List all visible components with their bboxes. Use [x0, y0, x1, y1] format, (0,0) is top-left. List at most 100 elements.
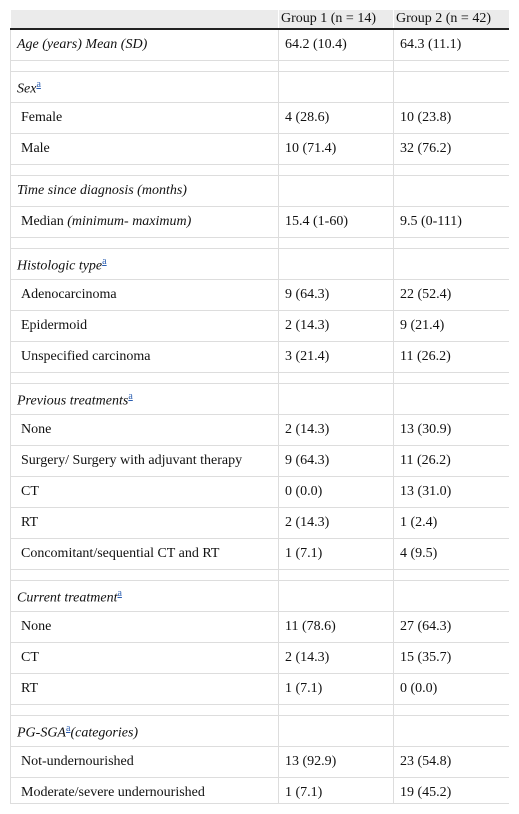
- spacer-cell: [278, 704, 394, 716]
- table-container: Group 1 (n = 14) Group 2 (n = 42) Age (ye…: [10, 10, 509, 804]
- section-title: PG-SGA: [17, 725, 66, 741]
- footnote-link[interactable]: a: [128, 390, 133, 402]
- data-row: Epidermoid 2 (14.3) 9 (21.4): [10, 310, 509, 342]
- row-label: Not-undernourished: [21, 754, 134, 769]
- value-cell: [393, 383, 509, 415]
- spacer-row: [10, 704, 509, 716]
- value-cell: 2 (14.3): [278, 507, 394, 539]
- value-cell: 10 (71.4): [278, 133, 394, 165]
- row-label: Female: [21, 110, 63, 125]
- value-cell: 11 (26.2): [393, 341, 509, 373]
- value-cell: 9.5 (0-111): [393, 206, 509, 238]
- value-cell: 13 (92.9): [278, 746, 394, 778]
- label-cell: CT: [10, 642, 279, 674]
- spacer-cell: [10, 569, 279, 581]
- row-label: Concomitant/sequential CT and RT: [21, 546, 220, 561]
- section-title-suffix: (categories): [70, 725, 139, 741]
- row-label: None: [21, 422, 52, 437]
- spacer-cell: [10, 164, 279, 176]
- label-cell: Surgery/ Surgery with adjuvant therapy: [10, 445, 279, 477]
- footnote-marker: a: [36, 77, 40, 90]
- header-row: Group 1 (n = 14) Group 2 (n = 42): [10, 10, 509, 30]
- section-title-cell: Current treatmenta: [10, 580, 279, 612]
- value-cell: [393, 175, 509, 207]
- data-row: Moderate/severe undernourished 1 (7.1) 19 …: [10, 777, 509, 803]
- footnote-marker: a: [66, 721, 70, 734]
- value-cell: 22 (52.4): [393, 279, 509, 311]
- value-cell: 27 (64.3): [393, 611, 509, 643]
- label-cell: Concomitant/sequential CT and RT: [10, 538, 279, 570]
- section-row: Age (years) Mean (SD) 64.2 (10.4) 64.3 (11…: [10, 28, 509, 61]
- row-label: CT: [21, 650, 39, 665]
- row-label: CT: [21, 484, 39, 499]
- section-title-cell: Histologic typea: [10, 248, 279, 280]
- spacer-cell: [10, 704, 279, 716]
- footnote-link[interactable]: a: [102, 255, 107, 267]
- label-cell: None: [10, 414, 279, 446]
- spacer-cell: [278, 237, 394, 249]
- data-row: Male 10 (71.4) 32 (76.2): [10, 133, 509, 165]
- section-title: Current treatment: [17, 590, 118, 606]
- label-cell: CT: [10, 476, 279, 508]
- value-cell: 64.2 (10.4): [278, 28, 394, 61]
- data-row: Female 4 (28.6) 10 (23.8): [10, 102, 509, 134]
- label-cell: RT: [10, 507, 279, 539]
- row-label: Surgery/ Surgery with adjuvant therapy: [21, 453, 243, 468]
- value-cell: [278, 580, 394, 612]
- section-title-cell: Sexa: [10, 71, 279, 103]
- value-cell: 1 (7.1): [278, 777, 394, 803]
- data-row: Concomitant/sequential CT and RT 1 (7.1) 4…: [10, 538, 509, 570]
- value-cell: [393, 248, 509, 280]
- label-cell: Unspecified carcinoma: [10, 341, 279, 373]
- label-cell: Moderate/severe undernourished: [10, 777, 279, 803]
- footnote-link[interactable]: a: [117, 587, 122, 599]
- label-cell: Male: [10, 133, 279, 165]
- value-cell: [393, 715, 509, 747]
- section-title: Time since diagnosis (months): [17, 183, 187, 198]
- value-cell: 4 (9.5): [393, 538, 509, 570]
- label-cell: Not-undernourished: [10, 746, 279, 778]
- section-title-cell: Age (years) Mean (SD): [10, 28, 279, 61]
- data-row: Adenocarcinoma 9 (64.3) 22 (52.4): [10, 279, 509, 311]
- value-cell: [278, 715, 394, 747]
- value-cell: 3 (21.4): [278, 341, 394, 373]
- label-cell: Median (minimum- maximum): [10, 206, 279, 238]
- value-cell: 2 (14.3): [278, 642, 394, 674]
- value-cell: 10 (23.8): [393, 102, 509, 134]
- row-label: Moderate/severe undernourished: [21, 785, 205, 800]
- section-row: PG-SGAa(categories): [10, 715, 509, 747]
- spacer-cell: [10, 237, 279, 249]
- row-label: Unspecified carcinoma: [21, 349, 151, 364]
- spacer-cell: [10, 60, 279, 72]
- footnote-link[interactable]: a: [36, 78, 41, 90]
- section-title: Previous treatments: [17, 393, 129, 409]
- row-label: Adenocarcinoma: [21, 287, 117, 302]
- value-cell: 11 (26.2): [393, 445, 509, 477]
- label-cell: RT: [10, 673, 279, 705]
- footnote-marker: a: [128, 389, 132, 402]
- value-cell: [278, 175, 394, 207]
- value-cell: 9 (64.3): [278, 279, 394, 311]
- value-cell: 19 (45.2): [393, 777, 509, 803]
- spacer-row: [10, 164, 509, 176]
- value-cell: [393, 71, 509, 103]
- label-cell: None: [10, 611, 279, 643]
- data-row: Median (minimum- maximum) 15.4 (1-60) 9.5 …: [10, 206, 509, 238]
- spacer-cell: [393, 372, 509, 384]
- data-row: CT 0 (0.0) 13 (31.0): [10, 476, 509, 508]
- value-cell: 1 (7.1): [278, 673, 394, 705]
- section-row: Time since diagnosis (months): [10, 175, 509, 207]
- footnote-link[interactable]: a: [66, 722, 71, 734]
- value-cell: 1 (2.4): [393, 507, 509, 539]
- label-cell: Epidermoid: [10, 310, 279, 342]
- section-row: Current treatmenta: [10, 580, 509, 612]
- section-title: Age (years) Mean (SD): [17, 37, 148, 52]
- section-title-cell: PG-SGAa(categories): [10, 715, 279, 747]
- spacer-cell: [393, 569, 509, 581]
- spacer-cell: [278, 569, 394, 581]
- value-cell: [278, 383, 394, 415]
- label-cell: Female: [10, 102, 279, 134]
- section-row: Previous treatmentsa: [10, 383, 509, 415]
- value-cell: 4 (28.6): [278, 102, 394, 134]
